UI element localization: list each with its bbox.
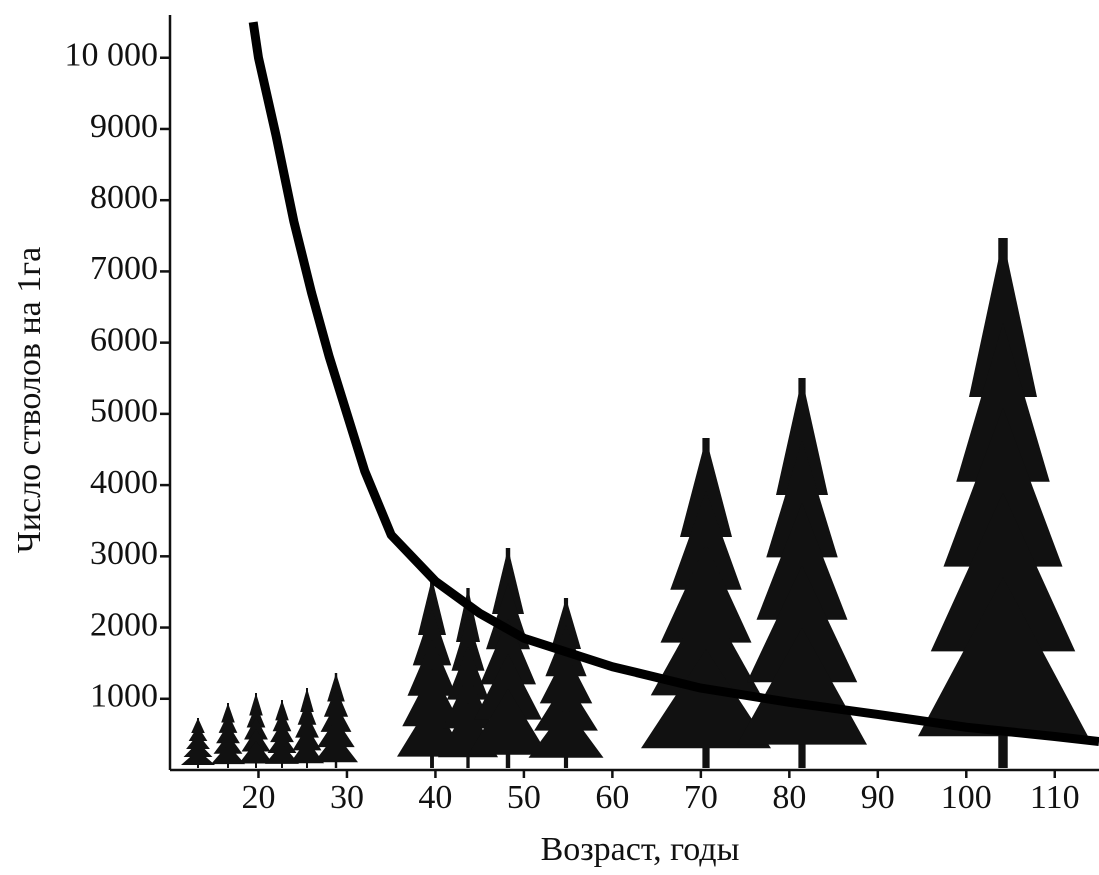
tree-crown (317, 718, 355, 748)
tree-crown (244, 717, 268, 740)
tree-crown (492, 548, 524, 614)
y-tick-label: 7000 (90, 250, 158, 287)
tree-crown (295, 713, 319, 738)
tree-crown (221, 703, 235, 723)
x-tick-label: 90 (861, 779, 895, 816)
y-tick-label: 2000 (90, 606, 158, 643)
tree-crown (211, 744, 245, 765)
x-tick-label: 100 (941, 779, 992, 816)
x-tick-label: 40 (418, 779, 452, 816)
tree-crown (297, 700, 317, 725)
x-axis-label: Возраст, годы (541, 831, 740, 868)
tree-crown (650, 596, 762, 696)
x-tick-label: 50 (507, 779, 541, 816)
tree-crown (766, 440, 838, 558)
tree-crown (456, 588, 480, 642)
tree-crown (186, 734, 210, 749)
tree-crown (246, 705, 266, 728)
tree-crown (265, 743, 299, 764)
tree-crown (551, 598, 581, 649)
tree-crown (474, 653, 542, 720)
y-tick-label: 1000 (90, 678, 158, 715)
y-tick-label: 5000 (90, 393, 158, 430)
tree-crown (267, 732, 297, 754)
tree-crown (480, 618, 536, 685)
tree-crown (191, 718, 205, 733)
tree-crown (290, 739, 324, 764)
tree-crown (534, 679, 598, 731)
x-tick-label: 80 (772, 779, 806, 816)
tree-crown (249, 693, 263, 716)
y-tick-label: 10 000 (65, 37, 159, 74)
tree-crown (239, 741, 273, 764)
y-tick-label: 4000 (90, 464, 158, 501)
tree-crown (407, 638, 457, 696)
tree-crown (756, 502, 848, 620)
tree-crown (468, 688, 548, 755)
tree-illustrations (181, 238, 1088, 768)
tree-crown (776, 378, 828, 495)
tree-crown (216, 723, 240, 744)
tree-crown (218, 713, 238, 733)
tree-crown (272, 710, 292, 732)
x-tick-label: 30 (330, 779, 364, 816)
tree-crown (183, 742, 213, 757)
tree-crown (270, 721, 294, 743)
tree-crown (660, 543, 752, 643)
tree-crown (327, 673, 345, 702)
x-tick-label: 60 (595, 779, 629, 816)
tree-crown (241, 729, 271, 752)
x-tick-label: 20 (241, 779, 275, 816)
tree-crown (402, 669, 462, 727)
tree-crown (641, 649, 771, 749)
tree-crown (181, 750, 215, 765)
tree-crown (930, 492, 1076, 652)
tree-crown (528, 706, 604, 758)
tree-crown (300, 688, 314, 712)
tree-crown (969, 238, 1037, 397)
tree-crown (918, 577, 1088, 737)
tree-crown (670, 490, 742, 590)
tree-crown (320, 703, 352, 732)
tree-crown (323, 688, 349, 717)
tree-crown (943, 407, 1063, 567)
tree-crown (956, 322, 1050, 482)
tree-crown (451, 616, 485, 671)
tree-crown (737, 627, 867, 745)
tree-crown (539, 652, 593, 704)
y-tick-label: 6000 (90, 321, 158, 358)
tree-crown (447, 645, 489, 700)
tree-crown (213, 734, 243, 754)
data-line (248, 21, 1099, 746)
tree-crown (746, 565, 858, 683)
tree-crown (314, 733, 358, 763)
tree-crown (418, 578, 446, 635)
tree-crown (292, 726, 322, 751)
y-tick-label: 8000 (90, 179, 158, 216)
y-tick-label: 3000 (90, 535, 158, 572)
tree-crown (188, 726, 208, 741)
tree-crown (680, 438, 732, 537)
x-tick-label: 110 (1030, 779, 1080, 816)
y-tick-label: 9000 (90, 108, 158, 145)
tree-crown (275, 700, 289, 721)
y-axis-label: Число стволов на 1га (11, 247, 48, 554)
x-tick-label: 70 (684, 779, 718, 816)
tree-crown (412, 608, 452, 666)
